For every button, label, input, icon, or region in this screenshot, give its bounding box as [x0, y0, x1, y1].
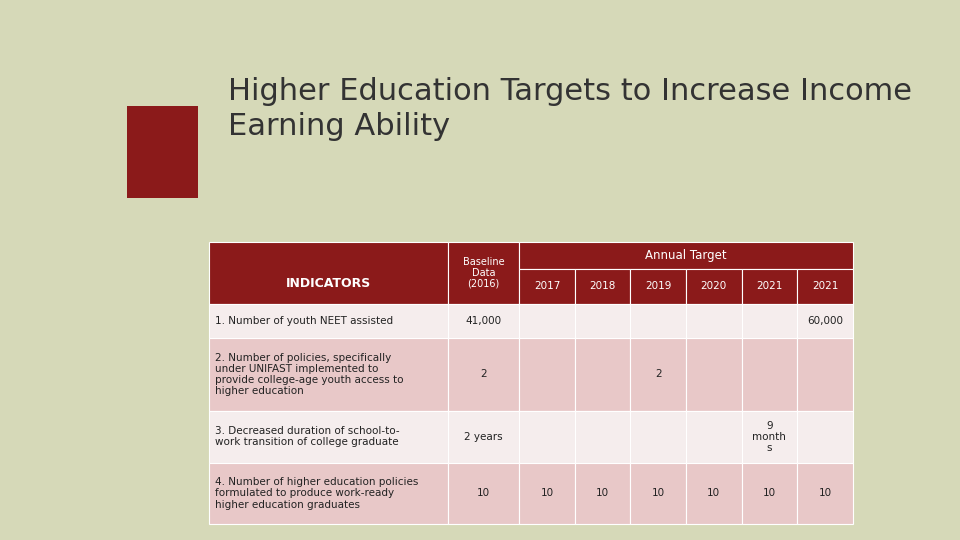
Text: 2017: 2017: [534, 281, 560, 292]
Bar: [797, 338, 852, 411]
Text: 10: 10: [763, 489, 776, 498]
Text: 2019: 2019: [645, 281, 671, 292]
Bar: [742, 269, 797, 304]
Text: 2021: 2021: [756, 281, 782, 292]
Text: Annual Target: Annual Target: [645, 249, 727, 262]
Text: 2: 2: [480, 369, 487, 380]
Bar: [742, 463, 797, 524]
Bar: [447, 241, 519, 304]
Bar: [797, 463, 852, 524]
Text: 3. Decreased duration of school-to-
work transition of college graduate: 3. Decreased duration of school-to- work…: [215, 426, 400, 447]
Text: INDICATORS: INDICATORS: [286, 278, 372, 291]
Bar: [447, 463, 519, 524]
Text: Baseline
Data
(2016): Baseline Data (2016): [463, 256, 504, 289]
Polygon shape: [128, 106, 198, 198]
Bar: [447, 411, 519, 463]
Text: 10: 10: [477, 489, 490, 498]
Bar: [519, 411, 575, 463]
Bar: [686, 411, 742, 463]
Bar: [575, 269, 631, 304]
Text: 10: 10: [652, 489, 664, 498]
Bar: [447, 304, 519, 338]
Text: 4. Number of higher education policies
formulated to produce work-ready
higher e: 4. Number of higher education policies f…: [215, 477, 419, 510]
Text: 2 years: 2 years: [464, 432, 503, 442]
Bar: [797, 304, 852, 338]
Bar: [742, 338, 797, 411]
Text: 2021: 2021: [812, 281, 838, 292]
Text: 2: 2: [655, 369, 661, 380]
Bar: [686, 304, 742, 338]
Bar: [519, 241, 852, 269]
Bar: [209, 338, 447, 411]
Bar: [686, 338, 742, 411]
Text: 10: 10: [819, 489, 831, 498]
Text: 2018: 2018: [589, 281, 615, 292]
Text: 41,000: 41,000: [466, 316, 501, 326]
Bar: [686, 463, 742, 524]
Bar: [797, 269, 852, 304]
Bar: [209, 411, 447, 463]
Text: 2020: 2020: [701, 281, 727, 292]
Bar: [686, 269, 742, 304]
Bar: [742, 411, 797, 463]
Bar: [519, 338, 575, 411]
Text: 1. Number of youth NEET assisted: 1. Number of youth NEET assisted: [215, 316, 394, 326]
Bar: [631, 463, 686, 524]
Bar: [519, 304, 575, 338]
Text: Higher Education Targets to Increase Income
Earning Ability: Higher Education Targets to Increase Inc…: [228, 77, 912, 141]
Text: 2. Number of policies, specifically
under UNIFAST implemented to
provide college: 2. Number of policies, specifically unde…: [215, 353, 404, 396]
Bar: [209, 463, 447, 524]
Bar: [575, 411, 631, 463]
Text: 10: 10: [540, 489, 554, 498]
Bar: [209, 241, 447, 304]
Bar: [519, 463, 575, 524]
Bar: [575, 304, 631, 338]
Bar: [209, 304, 447, 338]
Bar: [742, 304, 797, 338]
Bar: [519, 269, 575, 304]
Bar: [631, 338, 686, 411]
Bar: [447, 338, 519, 411]
Bar: [575, 463, 631, 524]
Text: 10: 10: [596, 489, 610, 498]
Bar: [631, 269, 686, 304]
Text: 10: 10: [708, 489, 720, 498]
Bar: [575, 338, 631, 411]
Bar: [631, 411, 686, 463]
Bar: [797, 411, 852, 463]
Bar: [631, 304, 686, 338]
Text: 9
month
s: 9 month s: [753, 421, 786, 453]
Text: 60,000: 60,000: [807, 316, 843, 326]
